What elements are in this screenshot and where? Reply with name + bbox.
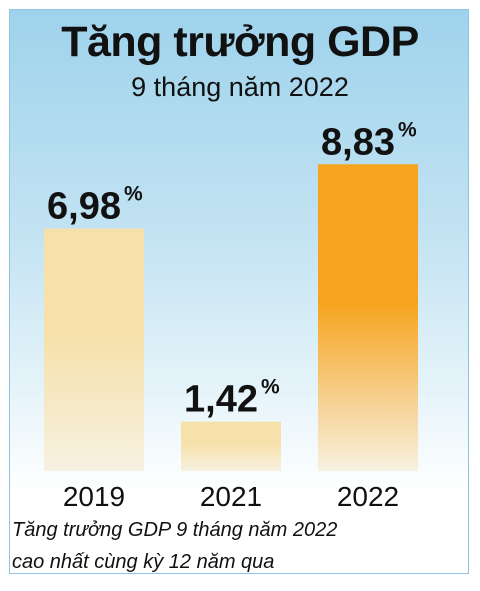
unit-label-2022: % (398, 118, 417, 141)
value-label-2021: 1,42 (184, 379, 258, 421)
bar-2021 (181, 421, 281, 471)
category-label-2019: 2019 (63, 481, 125, 512)
value-label-2019: 6,98 (47, 186, 121, 228)
caption-line-1: Tăng trưởng GDP 9 tháng năm 2022 (12, 519, 338, 541)
unit-label-2021: % (261, 376, 280, 399)
bar-2022 (318, 164, 418, 471)
value-label-2022: 8,83 (321, 121, 395, 163)
chart-title: Tăng trưởng GDP (61, 18, 419, 66)
chart-caption: Tăng trưởng GDP 9 tháng năm 2022 cao nhấ… (12, 514, 467, 578)
chart-subtitle: 9 tháng năm 2022 (131, 72, 349, 102)
caption-line-2: cao nhất cùng kỳ 12 năm qua (12, 551, 275, 573)
bar-2019 (44, 228, 144, 471)
category-label-2022: 2022 (337, 481, 399, 512)
category-label-2021: 2021 (200, 481, 262, 512)
unit-label-2019: % (124, 183, 143, 206)
